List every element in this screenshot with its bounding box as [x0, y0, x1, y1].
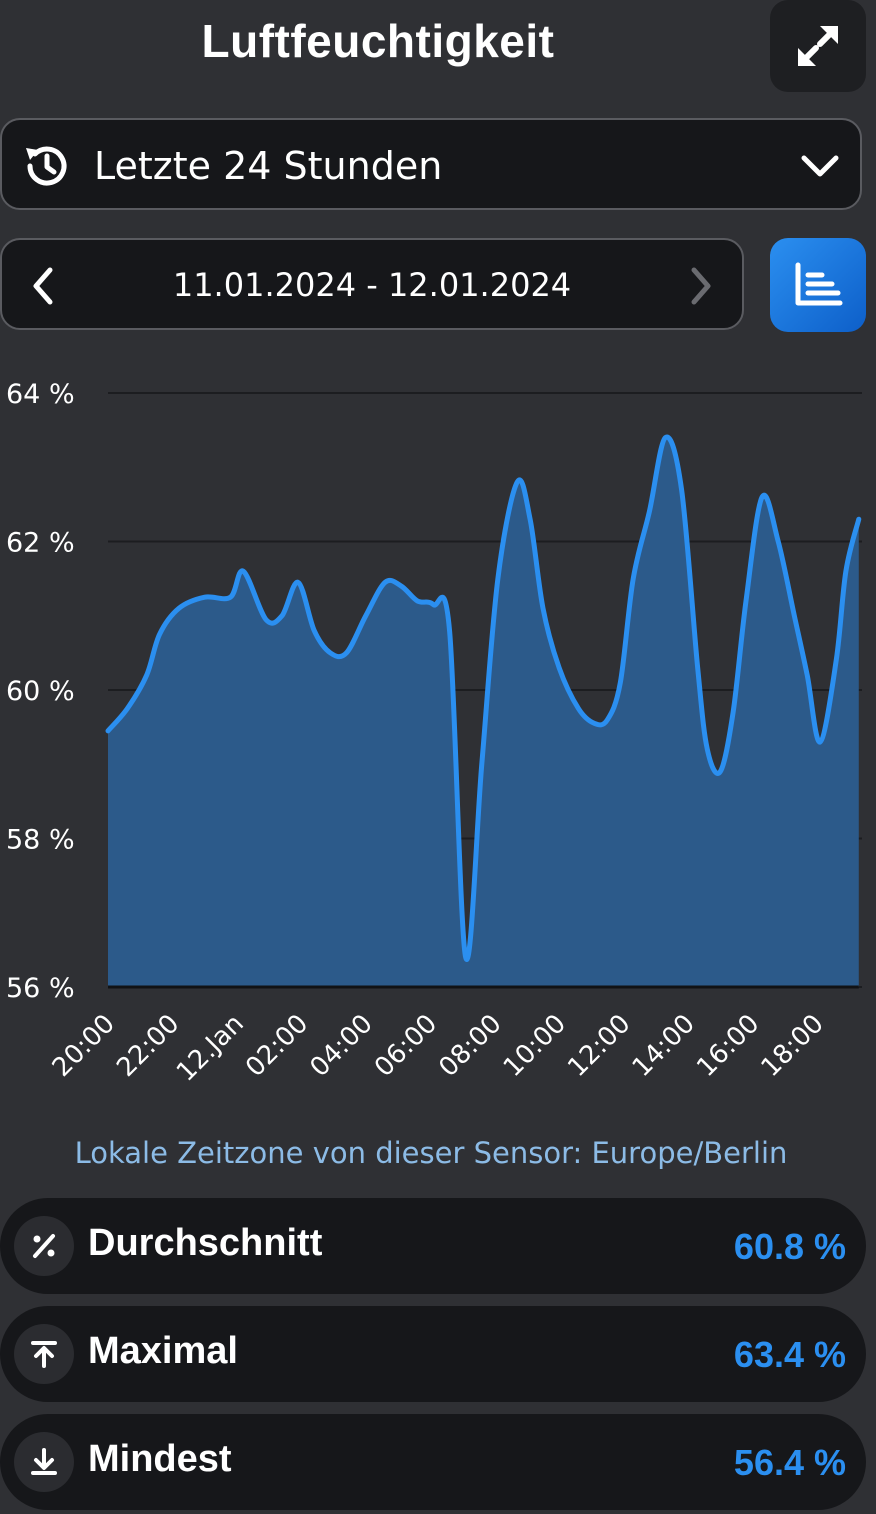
- chart-icon: [795, 262, 843, 306]
- expand-icon: [798, 26, 838, 66]
- x-tick-label: 20:00: [47, 1009, 121, 1083]
- y-tick-label: 60 %: [6, 676, 75, 707]
- x-tick-label: 12.Jan: [171, 1009, 250, 1088]
- stat-label: Durchschnitt: [88, 1222, 323, 1264]
- stat-minimum: Mindest 56.4 %: [0, 1414, 866, 1510]
- x-tick-label: 12:00: [562, 1009, 636, 1083]
- humidity-chart: 64 % 62 % 60 % 58 % 56 % 20:0022:0012.Jan02:…: [6, 379, 862, 1088]
- time-range-label: Letzte 24 Stunden: [94, 144, 443, 188]
- stat-value: 56.4 %: [733, 1442, 846, 1483]
- x-tick-label: 18:00: [756, 1009, 830, 1083]
- stat-label: Mindest: [88, 1438, 232, 1480]
- humidity-line: [105, 434, 862, 962]
- x-tick-label: 14:00: [627, 1009, 701, 1083]
- stat-average: Durchschnitt 60.8 %: [0, 1198, 866, 1294]
- y-tick-label: 64 %: [6, 379, 75, 410]
- stat-maximum: Maximal 63.4 %: [0, 1306, 866, 1402]
- x-tick-label: 06:00: [369, 1009, 443, 1083]
- percent-icon: [33, 1234, 55, 1258]
- x-tick-label: 04:00: [305, 1009, 379, 1083]
- date-navigator: 11.01.2024 - 12.01.2024: [0, 238, 744, 330]
- time-range-select[interactable]: Letzte 24 Stunden: [0, 118, 862, 210]
- chart-type-button[interactable]: [770, 238, 866, 332]
- y-tick-label: 62 %: [6, 528, 75, 559]
- x-axis-labels: 20:0022:0012.Jan02:0004:0006:0008:0010:0…: [47, 1009, 830, 1088]
- x-tick-label: 08:00: [433, 1009, 507, 1083]
- y-tick-label: 56 %: [6, 973, 75, 1004]
- stat-icon-circle: [14, 1432, 74, 1492]
- x-tick-label: 16:00: [691, 1009, 765, 1083]
- x-tick-label: 10:00: [498, 1009, 572, 1083]
- x-tick-label: 22:00: [111, 1009, 185, 1083]
- date-range-label: 11.01.2024 - 12.01.2024: [172, 266, 572, 304]
- history-icon: [26, 146, 67, 186]
- stat-label: Maximal: [88, 1330, 238, 1372]
- chevron-right-icon[interactable]: [686, 266, 716, 306]
- stat-icon-circle: [14, 1324, 74, 1384]
- chevron-left-icon[interactable]: [28, 266, 58, 306]
- humidity-area: [108, 437, 859, 987]
- arrow-up-to-line-icon: [31, 1341, 57, 1368]
- page-title: Luftfeuchtigkeit: [201, 15, 555, 67]
- arrow-down-to-line-icon: [31, 1448, 57, 1475]
- stat-value: 60.8 %: [733, 1226, 846, 1267]
- y-axis-labels: 64 % 62 % 60 % 58 % 56 %: [6, 379, 75, 1004]
- expand-button[interactable]: [770, 0, 866, 92]
- chevron-down-icon: [801, 155, 839, 177]
- stat-icon-circle: [14, 1216, 74, 1276]
- timezone-note: Lokale Zeitzone von dieser Sensor: Europ…: [74, 1136, 788, 1170]
- y-tick-label: 58 %: [6, 825, 75, 856]
- stat-value: 63.4 %: [733, 1334, 846, 1375]
- x-tick-label: 02:00: [240, 1009, 314, 1083]
